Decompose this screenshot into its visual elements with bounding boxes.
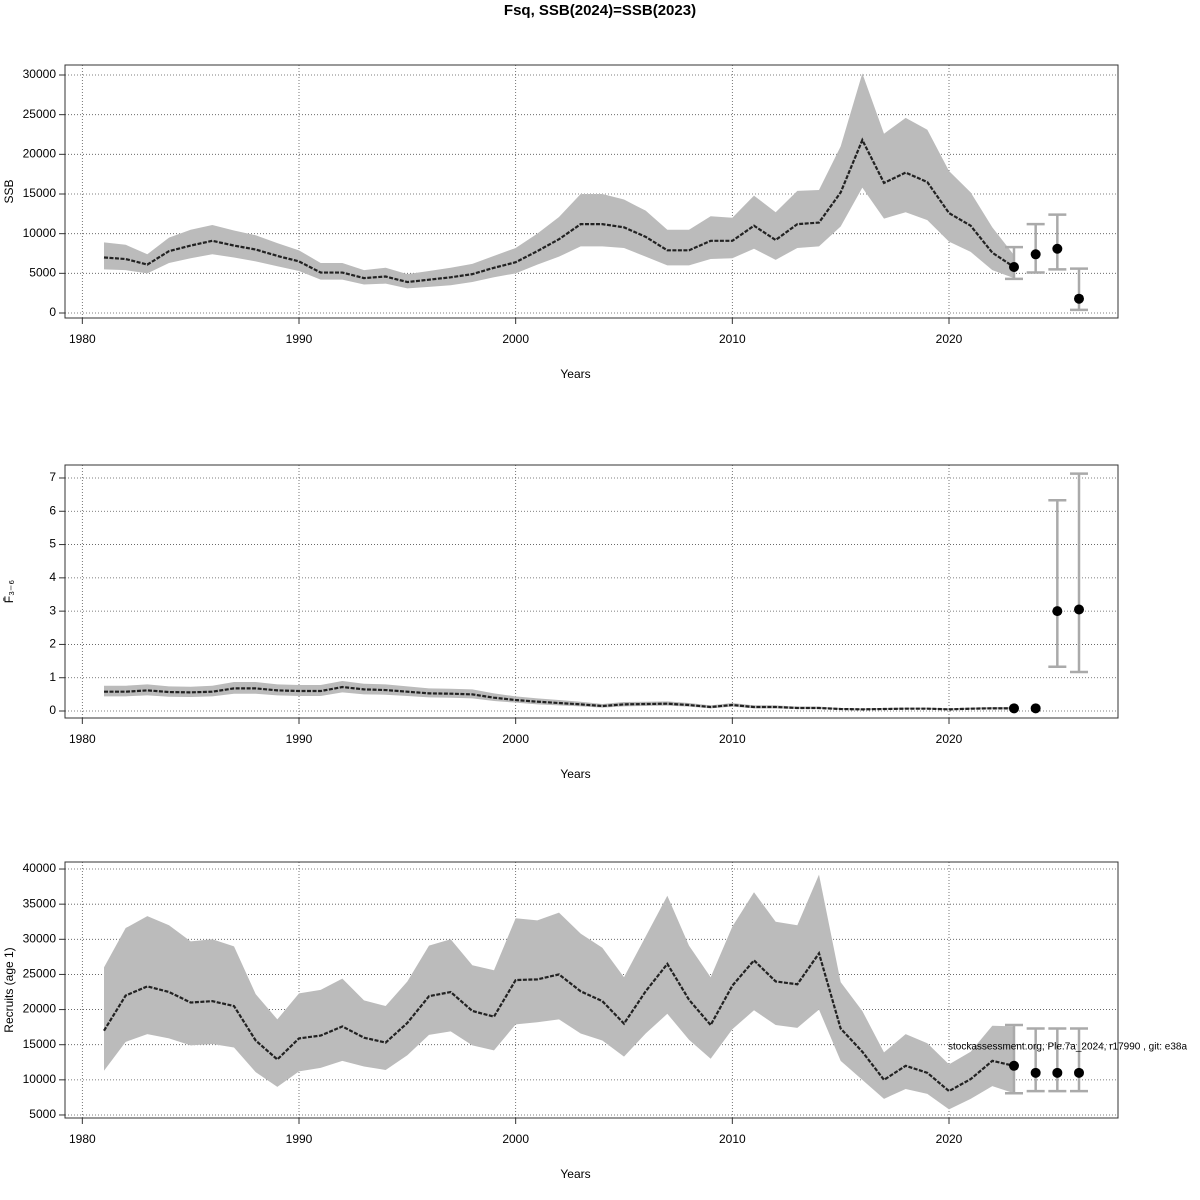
estimate-line xyxy=(104,685,1014,711)
x-axis-label: Years xyxy=(560,767,590,781)
x-tick-label: 1990 xyxy=(286,332,313,346)
y-tick-label: 35000 xyxy=(23,896,57,910)
forecast-point xyxy=(1009,703,1019,714)
forecast-point xyxy=(1074,604,1084,615)
y-tick-label: 0 xyxy=(49,703,56,717)
x-tick-label: 2020 xyxy=(936,332,963,346)
x-tick-label: 1980 xyxy=(69,732,96,746)
y-tick-label: 20000 xyxy=(23,1002,57,1016)
y-tick-label: 0 xyxy=(49,305,56,319)
estimate-line xyxy=(103,950,1015,1093)
y-tick-label: 7 xyxy=(49,470,56,484)
x-tick-label: 1980 xyxy=(69,1132,96,1146)
figure-title: Fsq, SSB(2024)=SSB(2023) xyxy=(504,2,696,19)
y-tick-label: 5 xyxy=(49,537,56,551)
y-tick-label: 25000 xyxy=(23,967,57,981)
forecast-point xyxy=(1052,243,1063,254)
y-tick-label: 5000 xyxy=(29,266,56,280)
y-tick-label: 30000 xyxy=(23,67,57,81)
y-axis-label: Recruits (age 1) xyxy=(2,947,16,1032)
plot-frame xyxy=(64,464,1119,719)
forecast-point xyxy=(1074,1067,1084,1078)
y-tick-label: 6 xyxy=(49,503,56,517)
y-tick-label: 2 xyxy=(49,637,56,651)
y-tick-label: 3 xyxy=(49,603,56,617)
x-tick-label: 1990 xyxy=(286,732,313,746)
forecast-point xyxy=(1052,1067,1063,1078)
forecast-point xyxy=(1009,261,1019,272)
forecast-point xyxy=(1030,1067,1041,1078)
x-tick-label: 2020 xyxy=(936,732,963,746)
confidence-band xyxy=(104,73,1014,289)
confidence-band xyxy=(104,874,1014,1110)
x-tick-label: 2010 xyxy=(719,732,746,746)
y-tick-label: 40000 xyxy=(23,861,57,875)
y-tick-label: 20000 xyxy=(23,147,57,161)
y-tick-label: 10000 xyxy=(23,1072,57,1086)
x-tick-label: 2000 xyxy=(502,332,529,346)
y-tick-label: 5000 xyxy=(29,1107,56,1121)
y-axis-label: F̄₃₋₆ xyxy=(2,580,16,604)
y-tick-label: 25000 xyxy=(23,107,57,121)
x-tick-label: 2000 xyxy=(502,732,529,746)
forecast-point xyxy=(1030,249,1041,260)
y-tick-label: 15000 xyxy=(23,1037,57,1051)
forecast-point xyxy=(1009,1060,1019,1071)
estimate-line xyxy=(103,137,1015,284)
confidence-band xyxy=(104,681,1014,711)
y-axis-label: SSB xyxy=(2,179,16,203)
y-tick-label: 15000 xyxy=(23,186,57,200)
y-tick-label: 4 xyxy=(49,570,56,584)
forecast-point xyxy=(1074,293,1084,304)
plot-frame xyxy=(64,64,1119,319)
forecast-point xyxy=(1052,606,1063,617)
x-tick-label: 2010 xyxy=(719,1132,746,1146)
x-axis-label: Years xyxy=(560,1167,590,1181)
x-tick-label: 2000 xyxy=(502,1132,529,1146)
annotation: stockassessment.org, Ple.7a_2024, r17990… xyxy=(948,1042,1187,1053)
y-tick-label: 30000 xyxy=(23,931,57,945)
x-tick-label: 2020 xyxy=(936,1132,963,1146)
x-tick-label: 1990 xyxy=(286,1132,313,1146)
forecast-point xyxy=(1030,703,1041,714)
x-tick-label: 1980 xyxy=(69,332,96,346)
x-axis-label: Years xyxy=(560,367,590,381)
y-tick-label: 10000 xyxy=(23,226,57,240)
plot-frame xyxy=(64,861,1119,1119)
y-tick-label: 1 xyxy=(49,670,56,684)
x-tick-label: 2010 xyxy=(719,332,746,346)
